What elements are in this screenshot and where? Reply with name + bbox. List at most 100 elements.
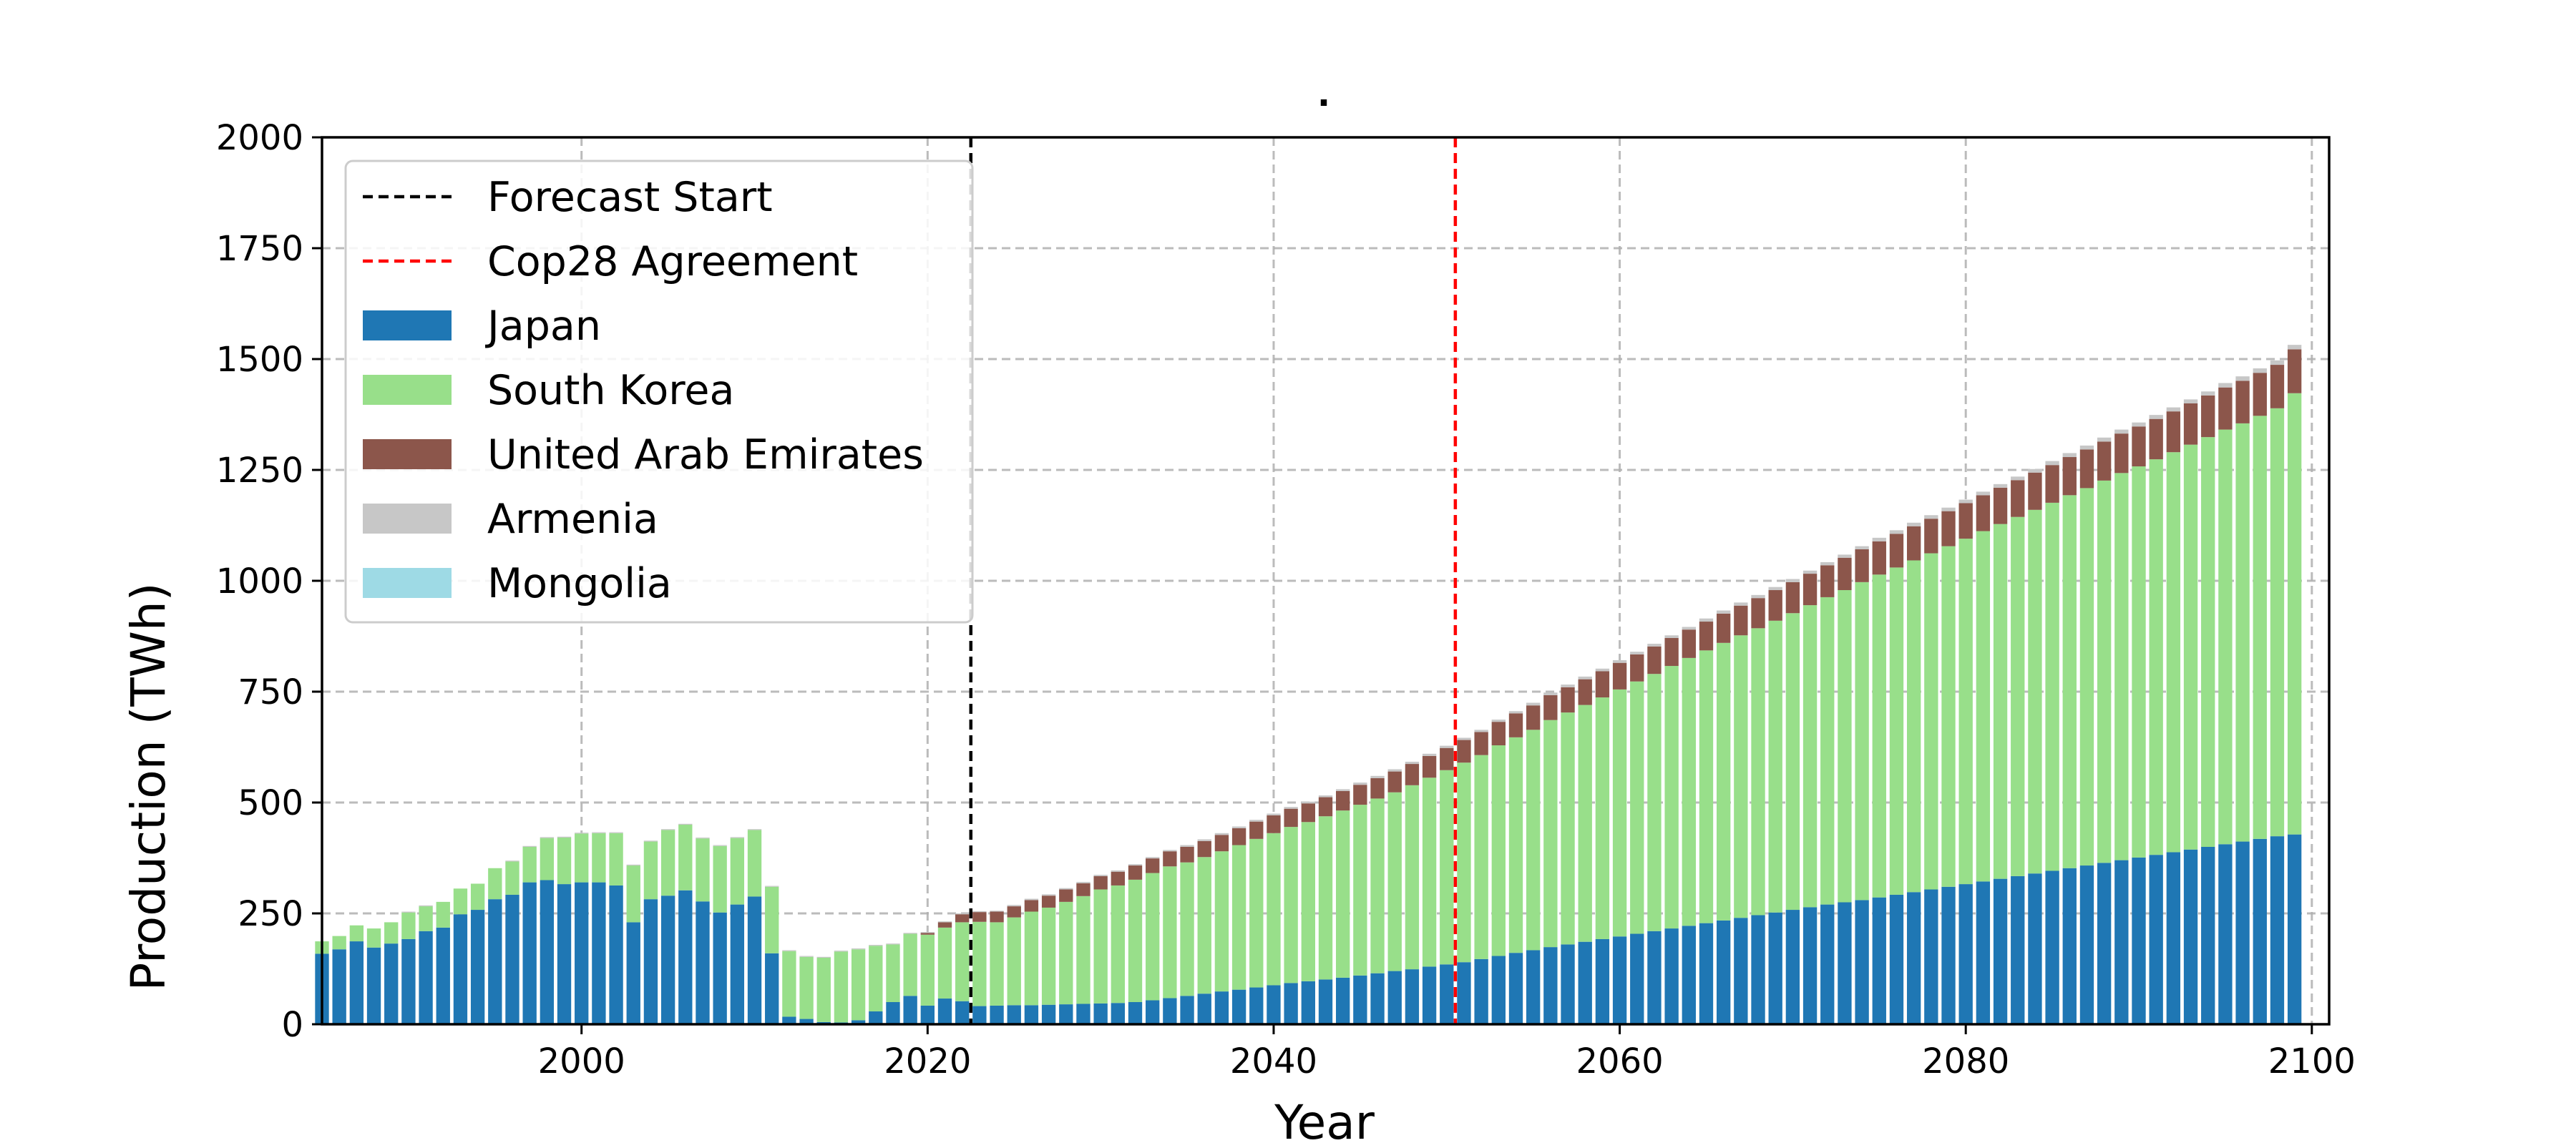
bar-segment: [660, 896, 675, 1024]
bar-segment: [765, 886, 779, 953]
y-tick-label: 1500: [216, 340, 303, 380]
bar-segment: [1231, 828, 1246, 845]
bar-segment: [575, 833, 589, 883]
bar-segment: [869, 946, 883, 1012]
bar-segment: [678, 823, 693, 825]
bar-segment: [349, 941, 364, 1024]
bar-segment: [1024, 898, 1039, 901]
bar-segment: [1457, 962, 1471, 1024]
bar-segment: [1387, 769, 1402, 772]
bar-segment: [1785, 613, 1800, 911]
bar-segment: [401, 938, 416, 1024]
bar-segment: [1561, 944, 1575, 1024]
bar-segment: [2235, 381, 2250, 423]
bar-segment: [1301, 803, 1315, 823]
bar-segment: [1716, 613, 1731, 643]
bar-segment: [1716, 642, 1731, 921]
bar-segment: [522, 845, 537, 847]
bar-segment: [937, 922, 952, 928]
bar-segment: [1664, 637, 1679, 667]
bar-segment: [903, 996, 917, 1024]
bar-segment: [730, 904, 745, 1024]
bar-segment: [349, 925, 364, 942]
bar-segment: [799, 956, 814, 957]
bar-segment: [1664, 666, 1679, 929]
legend-swatch: [363, 439, 452, 469]
bar-segment: [522, 847, 537, 883]
bar-segment: [660, 830, 675, 896]
bar-segment: [1336, 810, 1350, 978]
bar-segment: [990, 911, 1004, 923]
bar-segment: [643, 841, 658, 900]
bar-segment: [1578, 676, 1592, 680]
bar-segment: [1231, 989, 1246, 1024]
bar-segment: [1093, 889, 1108, 1004]
bar-segment: [1491, 720, 1506, 722]
bar-segment: [1508, 713, 1523, 737]
bar-segment: [1249, 821, 1264, 839]
bar-segment: [1734, 605, 1748, 636]
bar-segment: [1231, 845, 1246, 990]
bar-segment: [1802, 570, 1818, 574]
bar-segment: [2132, 422, 2146, 427]
bar-segment: [2149, 855, 2163, 1024]
bar-segment: [972, 1006, 987, 1024]
bar-segment: [1267, 985, 1281, 1024]
bar-segment: [1958, 499, 1973, 504]
bar-segment: [2270, 836, 2285, 1024]
bar-segment: [453, 888, 468, 915]
bar-segment: [1855, 546, 1869, 549]
bar-segment: [1180, 845, 1194, 847]
bar-segment: [2149, 459, 2163, 855]
bar-segment: [1059, 901, 1073, 1005]
bar-segment: [1958, 503, 1973, 539]
bar-segment: [1820, 565, 1835, 597]
bar-segment: [782, 950, 796, 951]
bar-segment: [1785, 582, 1800, 614]
bar-segment: [2183, 399, 2198, 403]
bar-segment: [1353, 805, 1367, 976]
bar-segment: [2079, 488, 2094, 866]
bar-segment: [730, 837, 745, 838]
bar-segment: [1111, 870, 1125, 872]
bar-segment: [765, 885, 779, 887]
bar-segment: [1024, 1005, 1039, 1024]
bar-segment: [2287, 834, 2302, 1024]
chart-title: .: [1317, 74, 1330, 114]
bar-segment: [816, 956, 831, 958]
bar-segment: [2011, 875, 2025, 1024]
bar-segment: [1734, 918, 1748, 1024]
bar-segment: [1855, 582, 1869, 901]
bar-segment: [1612, 662, 1627, 690]
bar-segment: [678, 890, 693, 1024]
bar-segment: [678, 825, 693, 891]
bar-segment: [937, 927, 952, 999]
bar-segment: [1284, 807, 1298, 809]
bar-segment: [540, 837, 555, 838]
bar-segment: [2235, 841, 2250, 1024]
bar-segment: [2201, 847, 2215, 1024]
bar-segment: [1146, 1000, 1160, 1024]
bar-segment: [955, 914, 970, 923]
bar-segment: [505, 861, 519, 895]
bar-segment: [609, 885, 623, 1024]
bar-segment: [1267, 815, 1281, 833]
bar-segment: [955, 922, 970, 1001]
bar-segment: [937, 921, 952, 923]
bar-segment: [1440, 745, 1454, 748]
bar-segment: [1958, 539, 1973, 885]
bar-segment: [1768, 912, 1782, 1024]
bar-segment: [2287, 345, 2302, 350]
bar-segment: [2183, 444, 2198, 850]
bar-segment: [1785, 579, 1800, 582]
bar-segment: [1370, 973, 1385, 1024]
bar-segment: [972, 912, 987, 922]
bar-segment: [1526, 730, 1541, 951]
legend-label: Mongolia: [487, 560, 672, 607]
bar-segment: [1007, 917, 1021, 1006]
bar-segment: [1855, 900, 1869, 1024]
bar-segment: [990, 1005, 1004, 1024]
bar-segment: [470, 883, 485, 911]
bars: [315, 345, 2302, 1024]
bar-segment: [1872, 537, 1886, 541]
